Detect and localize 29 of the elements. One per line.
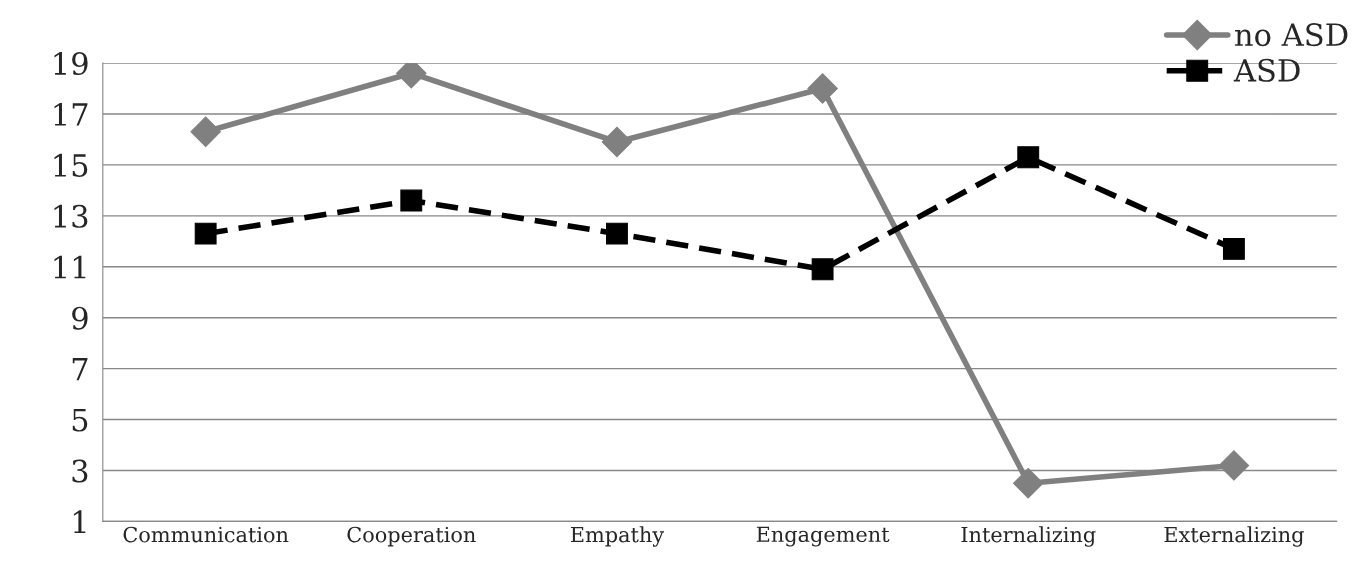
x-tick-label: Communication [123,526,289,543]
y-tick-label: 9 [72,306,88,330]
x-tick-label: Engagement [756,526,890,547]
y-tick-label: 3 [72,459,88,483]
x-tick-label: Internalizing [961,526,1096,547]
y-tick-label: 13 [54,204,88,228]
y-tick-label: 7 [72,357,88,381]
point [400,189,423,212]
point [1222,238,1245,260]
point [807,73,838,104]
y-tick-label: 5 [72,408,88,432]
y-tick-label: 15 [54,153,88,177]
legend-label: no ASD [1235,23,1348,47]
point [606,222,628,245]
legend-label: ASD [1233,58,1300,82]
point [194,222,217,245]
point [1218,450,1250,481]
y-tick-label: 19 [54,51,88,76]
y-tick-label: 11 [54,255,86,279]
point [1017,146,1040,169]
point [601,126,633,158]
point [811,258,834,281]
x-tick-label: Empathy [570,526,665,547]
y-tick-label: 17 [54,102,88,126]
y-tick-label: 1 [73,510,86,534]
point [190,116,221,148]
point [1013,467,1044,499]
x-tick-label: Externalizing [1164,526,1304,547]
x-tick-label: Cooperation [347,526,476,547]
